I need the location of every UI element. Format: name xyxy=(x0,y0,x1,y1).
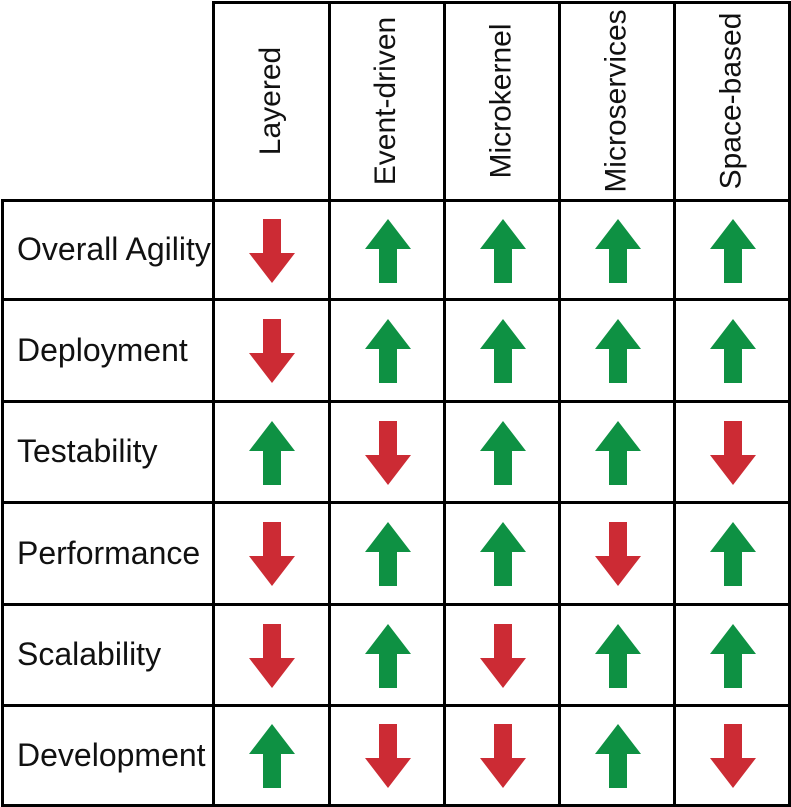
arrow-up-icon xyxy=(709,218,756,288)
arrow-down-icon xyxy=(709,420,756,490)
column-header-space-based: Space-based xyxy=(674,1,789,200)
arrow-down-icon xyxy=(249,623,295,693)
arrow-up-icon xyxy=(709,623,756,693)
arrow-down-icon xyxy=(364,724,411,793)
arrow-down-icon xyxy=(594,522,641,591)
arrow-down-icon xyxy=(249,522,295,591)
column-header-label: Event-driven xyxy=(369,16,403,185)
column-header-event-driven: Event-driven xyxy=(329,1,444,200)
grid-line-vertical xyxy=(212,1,215,807)
arrow-up-icon xyxy=(594,218,641,288)
column-header-label: Microkernel xyxy=(484,22,518,179)
arrow-up-icon xyxy=(364,623,411,693)
column-header-layered: Layered xyxy=(213,1,329,200)
row-header: Deployment xyxy=(17,331,188,368)
arrow-up-icon xyxy=(594,623,641,693)
grid-line-vertical xyxy=(673,1,676,807)
column-header-label: Layered xyxy=(253,46,287,155)
arrow-up-icon xyxy=(479,218,526,288)
grid-line-vertical xyxy=(328,1,331,807)
arrow-down-icon xyxy=(249,218,295,288)
arrow-down-icon xyxy=(364,420,411,490)
arrow-up-icon xyxy=(479,522,526,591)
column-header-label: Microservices xyxy=(599,8,633,193)
grid-line-vertical xyxy=(1,200,4,807)
arrow-up-icon xyxy=(479,319,526,388)
arrow-up-icon xyxy=(364,522,411,591)
arrow-up-icon xyxy=(364,218,411,288)
arrow-up-icon xyxy=(249,420,295,490)
arrow-up-icon xyxy=(594,319,641,388)
arrow-up-icon xyxy=(594,724,641,793)
grid-line-horizontal xyxy=(1,603,791,606)
row-header: Overall Agility xyxy=(17,231,211,267)
arrow-down-icon xyxy=(479,724,526,793)
grid-line-horizontal xyxy=(1,199,791,202)
row-header: Performance xyxy=(17,534,201,571)
arrow-up-icon xyxy=(594,420,641,490)
grid-line-vertical xyxy=(788,1,791,807)
grid-line-horizontal xyxy=(1,704,791,707)
arrow-up-icon xyxy=(364,319,411,388)
arrow-up-icon xyxy=(709,319,756,388)
arrow-down-icon xyxy=(479,623,526,693)
row-header: Testability xyxy=(17,433,158,469)
arrow-up-icon xyxy=(249,724,295,793)
grid-line-horizontal xyxy=(1,298,791,301)
row-header: Development xyxy=(17,736,206,773)
arrow-up-icon xyxy=(479,420,526,490)
grid-line-horizontal xyxy=(213,1,791,4)
column-header-microkernel: Microkernel xyxy=(444,1,559,200)
grid-line-horizontal xyxy=(1,501,791,504)
column-header-label: Space-based xyxy=(714,12,748,189)
grid-line-horizontal xyxy=(1,400,791,403)
arrow-down-icon xyxy=(709,724,756,793)
arrow-up-icon xyxy=(709,522,756,591)
grid-line-vertical xyxy=(443,1,446,807)
row-header: Scalability xyxy=(17,636,162,672)
grid-line-vertical xyxy=(558,1,561,807)
column-header-microservices: Microservices xyxy=(559,1,674,200)
arrow-down-icon xyxy=(249,319,295,388)
